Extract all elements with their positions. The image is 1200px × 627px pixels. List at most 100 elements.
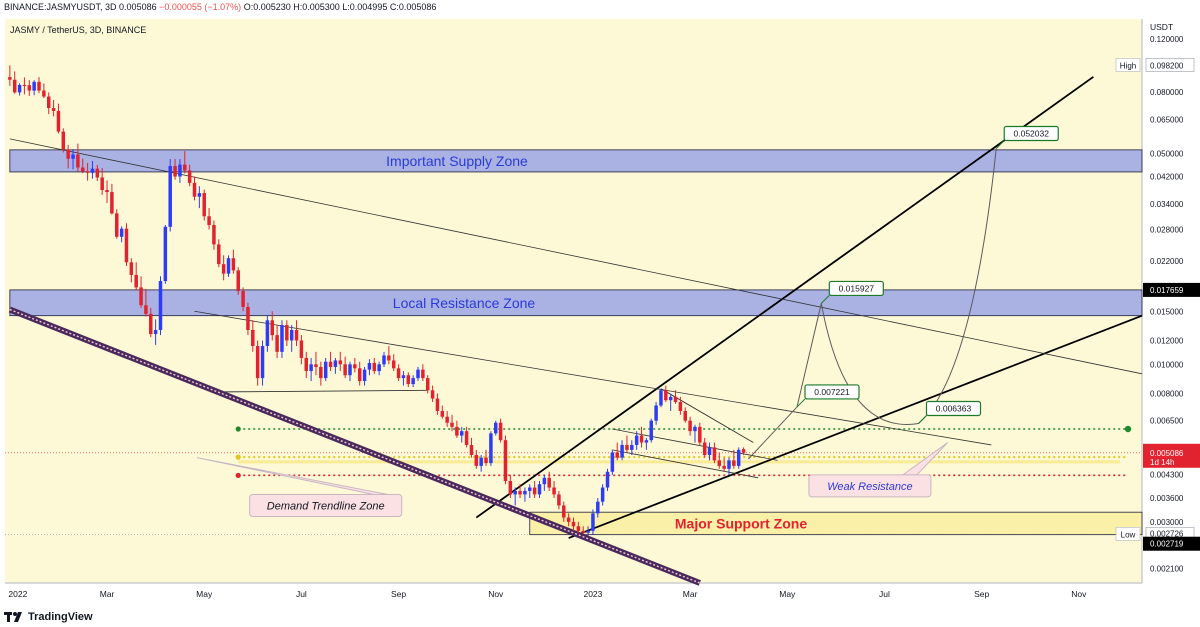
candle	[469, 437, 474, 458]
projection-leader	[796, 398, 806, 408]
candle	[591, 509, 595, 535]
y-tick-label: 0.005086	[1150, 449, 1184, 458]
callout-text-0: Demand Trendline Zone	[267, 500, 385, 512]
candle-body	[552, 487, 556, 495]
candle	[421, 364, 425, 382]
candle	[528, 484, 532, 498]
candle	[80, 158, 85, 174]
projection-label-box	[1003, 125, 1059, 142]
candle	[260, 340, 265, 386]
symbol-label: BINANCE:JASMYUSDT, 3D	[4, 2, 117, 12]
candle	[610, 449, 615, 475]
candle	[518, 484, 522, 498]
candle-body	[217, 244, 221, 265]
callout-box-0	[249, 493, 403, 517]
candle-body	[66, 149, 70, 159]
candle	[241, 287, 245, 312]
projection-label-0: 0.007221	[814, 387, 850, 397]
low-tag-box	[1115, 527, 1141, 541]
price-chart[interactable]: 0.007221 0.015927 0.006363 0.052032 Importan…	[0, 0, 1200, 607]
x-tick-label: Jul	[296, 589, 307, 599]
candle	[547, 471, 551, 491]
y-tick-label: 0.006500	[1150, 417, 1184, 426]
candle-body	[717, 460, 722, 466]
candle-body	[387, 355, 391, 361]
candle-body	[294, 329, 299, 341]
x-tick-label: May	[196, 589, 213, 599]
candle-body	[124, 228, 129, 263]
candle-body	[382, 355, 386, 365]
candle-body	[610, 452, 615, 472]
brand-label: TradingView	[28, 611, 93, 623]
candle-body	[736, 449, 741, 466]
candle	[294, 320, 299, 347]
candle	[372, 357, 377, 374]
candle	[173, 159, 177, 180]
level-start-dot	[235, 472, 241, 478]
candle	[42, 83, 46, 99]
price-change: −0.000055 (−1.07%)	[159, 2, 242, 12]
level-start-dot	[235, 454, 241, 460]
candle	[654, 401, 658, 425]
candle	[537, 480, 542, 498]
y-tick-label: 0.002719	[1150, 540, 1184, 549]
x-tick-label: Sep	[974, 589, 989, 599]
trendline-mid-range-base	[223, 389, 428, 393]
y-tag-resistance-box	[1143, 282, 1200, 297]
candle-body	[450, 422, 454, 427]
candle	[338, 351, 343, 372]
candle	[416, 366, 420, 382]
projection-leader	[995, 140, 1005, 149]
candle	[319, 361, 323, 386]
candle-body	[202, 193, 206, 217]
candle-body	[71, 154, 75, 159]
candle-body	[37, 81, 41, 91]
candle	[367, 359, 372, 376]
candle	[425, 375, 430, 394]
candle	[105, 180, 109, 204]
candle	[212, 220, 216, 250]
candle	[202, 189, 206, 221]
x-tick-label: Nov	[488, 589, 504, 599]
candle-body	[183, 164, 187, 171]
candle	[37, 77, 41, 94]
candle-body	[508, 480, 513, 495]
callout-text-1: Weak Resistance	[827, 481, 912, 493]
candle	[61, 128, 66, 153]
candle-body	[51, 108, 56, 112]
candle	[736, 447, 741, 469]
candle-body	[304, 357, 309, 372]
y-tick-label: 0.010000	[1150, 360, 1184, 369]
candle-body	[105, 189, 109, 193]
candle-body	[455, 426, 459, 436]
zone-local-resistance-zone	[9, 289, 1143, 317]
candle	[66, 144, 70, 169]
candle	[178, 159, 182, 183]
projection-leader	[820, 295, 830, 304]
candle	[149, 307, 153, 338]
y-tick-label: 0.008000	[1150, 390, 1184, 399]
candle-body	[129, 262, 134, 275]
candle-body	[668, 396, 673, 401]
candle	[115, 209, 119, 239]
candle-body	[85, 171, 90, 173]
candle	[430, 385, 435, 402]
candle-body	[178, 164, 182, 177]
candle	[450, 414, 454, 432]
candle	[707, 442, 712, 461]
y-tick-label: 0.017659	[1150, 286, 1184, 295]
candle	[183, 151, 187, 174]
candle	[673, 390, 678, 404]
y-tick-label: 0.050000	[1150, 150, 1184, 159]
candle	[396, 364, 401, 382]
candle-body	[542, 477, 547, 485]
x-tick-label: Sep	[391, 589, 406, 599]
trendline-mid-descending	[194, 310, 992, 446]
candle-body	[634, 435, 639, 445]
candle-body	[134, 274, 138, 288]
y-tick-label: 0.120000	[1150, 35, 1184, 44]
candle-body	[459, 431, 464, 436]
x-tick-label: 2022	[8, 589, 27, 599]
projection-label-box	[925, 400, 982, 417]
